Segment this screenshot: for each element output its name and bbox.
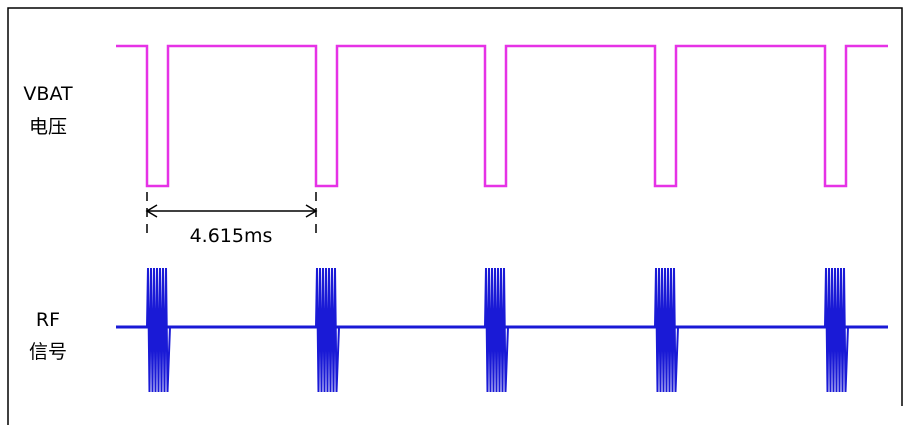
period-label: 4.615ms [190, 225, 273, 247]
rf-label: RF [36, 309, 60, 331]
frame-border [7, 7, 903, 425]
period-arrowhead-right [305, 204, 318, 218]
vbat-waveform [116, 44, 888, 188]
rf-burst [146, 267, 171, 393]
vbat-voltage-label: 电压 [29, 116, 67, 138]
period-arrowhead-left [145, 204, 158, 218]
rf-signal-label: 信号 [29, 341, 67, 363]
vbat-label: VBAT [23, 83, 73, 105]
rf-bursts [146, 267, 849, 393]
rf-burst [654, 267, 679, 393]
period-measurement: 4.615ms [145, 192, 318, 247]
rf-burst [315, 267, 340, 393]
rf-burst [824, 267, 849, 393]
rf-burst [484, 267, 509, 393]
